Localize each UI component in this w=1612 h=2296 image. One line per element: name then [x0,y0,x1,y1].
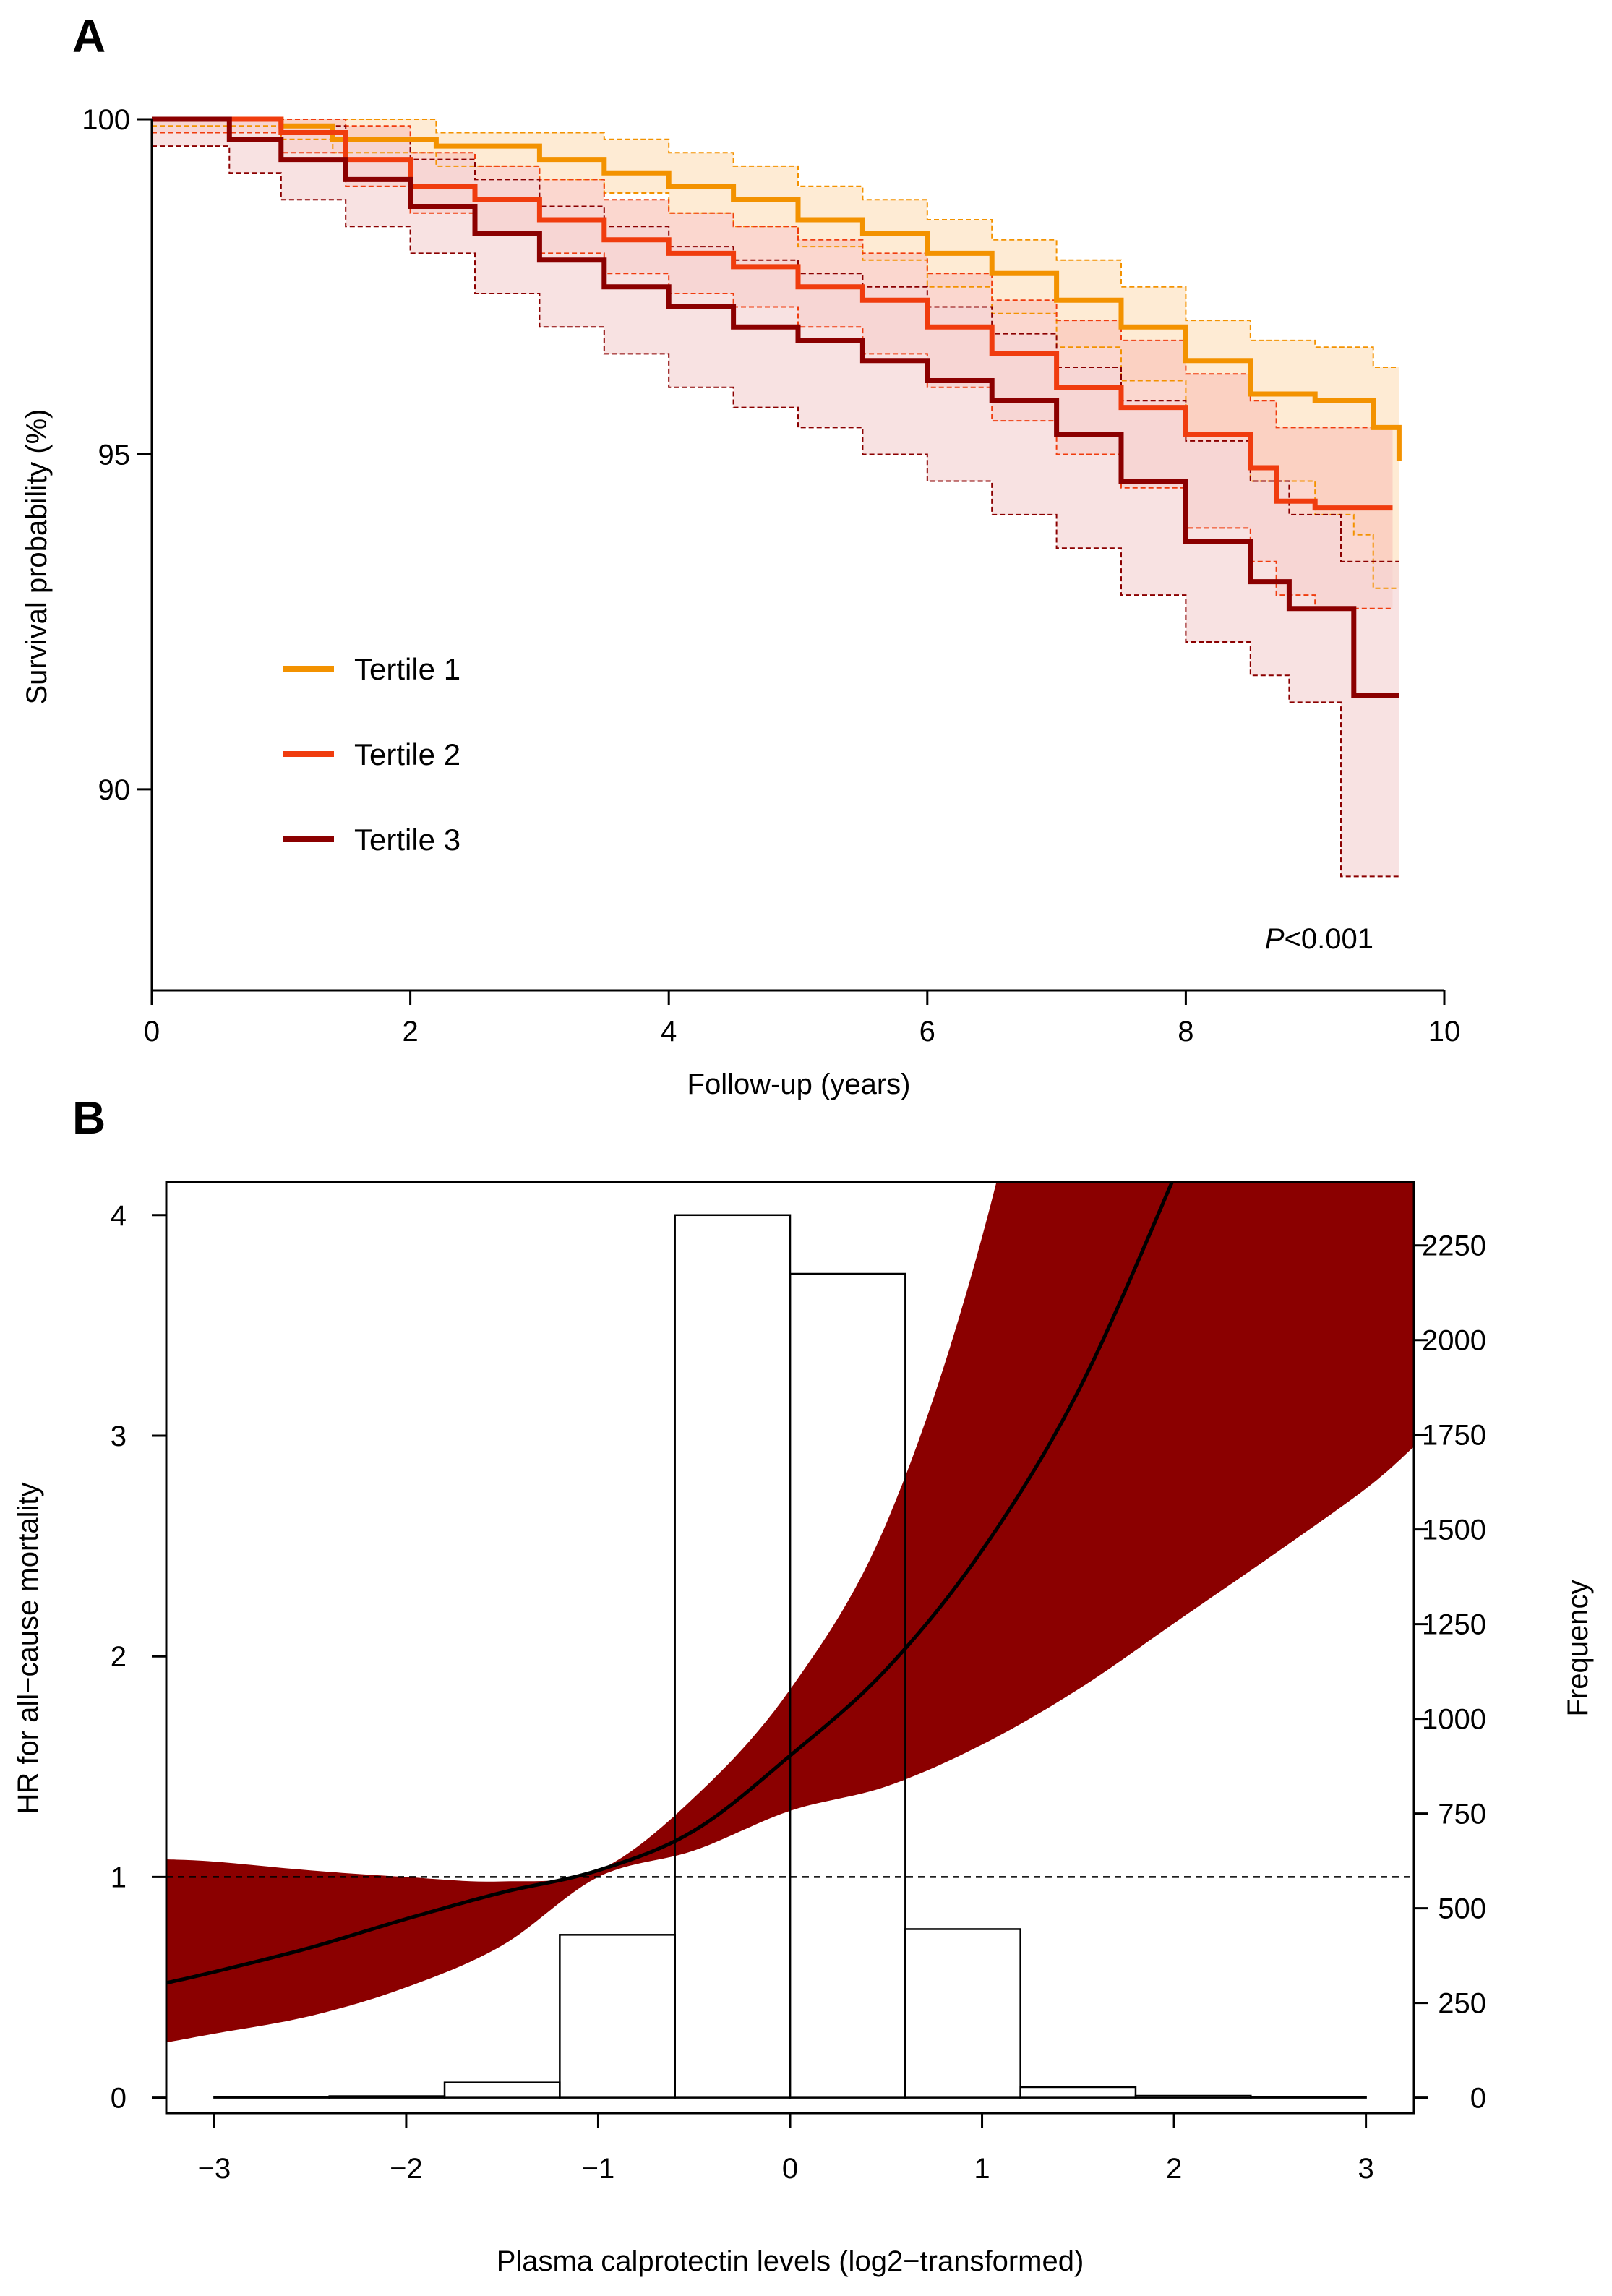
a-y-ticks: 90 95 100 [82,104,152,806]
a-p-value-prefix: P [1265,923,1285,955]
a-y-axis-title: Survival probability (%) [21,408,53,704]
b-x-tick-label: −1 [582,2153,615,2185]
a-legend: Tertile 1 Tertile 2 Tertile 3 [283,652,460,857]
panel-a-survival-chart: A 0 2 4 6 8 10 90 95 100 Follow-up (years) Surv… [21,10,1460,1100]
b-x-tick-label: 2 [1166,2153,1182,2185]
b-x-tick-label: −2 [390,2153,423,2185]
a-x-tick-label: 8 [1178,1016,1193,1048]
a-p-value-suffix: <0.001 [1285,923,1373,955]
b-histogram-bar [213,2096,330,2099]
a-lower-bound-tertile-2 [152,132,1393,609]
b-y-axis-title-right: Frequency [1562,1580,1594,1717]
b-y-right-tick-label: 1750 [1422,1420,1486,1452]
b-histogram-bar [1019,2086,1137,2099]
b-y-right-tick-label: 2250 [1422,1230,1486,1262]
a-lower-bound-tertile-1 [152,125,1399,589]
b-y-tick-label: 0 [111,2083,127,2115]
a-confidence-bands [152,119,1399,877]
b-histogram-bar [1134,2094,1252,2099]
b-x-tick-label: 0 [782,2153,798,2185]
b-y-right-tick-label: 500 [1438,1893,1486,1925]
b-y-axis-title-left: HR for all−cause mortality [12,1482,44,1814]
b-histogram-bar [328,2095,446,2099]
a-curve-tertile-1 [152,116,1402,461]
a-survival-curves [152,116,1402,698]
b-histogram-bar [559,1934,676,2099]
b-y-ticks-left: 0 1 2 3 4 [111,1200,166,2115]
panel-b-label: B [72,1092,106,1144]
b-histogram-bar [674,1214,792,2099]
panel-b-spline-chart: B −3 −2 −1 0 1 2 3 0 1 2 3 4 0 250 500 750 1000 1250 150… [12,1092,1594,2277]
b-y-right-tick-label: 1000 [1422,1704,1486,1736]
b-y-right-tick-label: 1500 [1422,1515,1486,1546]
a-band-tertile-3 [152,119,1399,877]
a-x-ticks: 0 2 4 6 8 10 [144,990,1460,1048]
a-legend-label-tertile-3: Tertile 3 [354,823,460,857]
b-y-right-tick-label: 0 [1470,2083,1486,2115]
a-y-tick-label: 100 [82,104,130,136]
a-x-tick-label: 10 [1428,1016,1461,1048]
a-y-tick-label: 95 [98,439,131,471]
a-p-value: P<0.001 [1265,923,1373,955]
panel-a-label: A [72,10,106,62]
a-x-tick-label: 4 [661,1016,677,1048]
b-y-tick-label: 2 [111,1641,127,1673]
a-x-tick-label: 2 [402,1016,418,1048]
b-x-axis-title: Plasma calprotectin levels (log2−transfo… [497,2245,1084,2277]
a-x-tick-label: 6 [919,1016,935,1048]
b-histogram-bar [1250,2096,1367,2099]
b-y-right-tick-label: 1250 [1422,1609,1486,1641]
b-y-right-tick-label: 2000 [1422,1325,1486,1357]
b-hr-confidence-band [166,1182,1414,2043]
a-curve-tertile-2 [152,116,1393,511]
a-y-tick-label: 90 [98,774,131,806]
b-x-tick-label: 1 [974,2153,990,2185]
a-curve-tertile-3 [152,116,1399,698]
b-y-tick-label: 3 [111,1421,127,1452]
b-x-ticks: −3 −2 −1 0 1 2 3 [198,2113,1374,2185]
b-y-ticks-right: 0 250 500 750 1000 1250 1500 1750 2000 2250 [1414,1230,1486,2115]
b-x-tick-label: 3 [1358,2153,1373,2185]
b-y-right-tick-label: 750 [1438,1799,1486,1830]
b-y-tick-label: 4 [111,1200,127,1232]
b-histogram-bar [904,1928,1021,2099]
b-plot-area [166,1182,1414,2099]
b-histogram-bar [789,1272,906,2099]
b-x-tick-label: −3 [198,2153,231,2185]
a-upper-bound-tertile-1 [152,119,1399,368]
a-x-axis-title: Follow-up (years) [687,1068,911,1100]
a-x-tick-label: 0 [144,1016,160,1048]
a-legend-label-tertile-1: Tertile 1 [354,652,460,686]
a-legend-label-tertile-2: Tertile 2 [354,737,460,771]
b-histogram-bar [443,2081,561,2099]
b-y-tick-label: 1 [111,1862,127,1893]
b-hr-curve [166,1182,1175,1985]
b-histogram [213,1214,1367,2099]
b-y-right-tick-label: 250 [1438,1988,1486,2020]
